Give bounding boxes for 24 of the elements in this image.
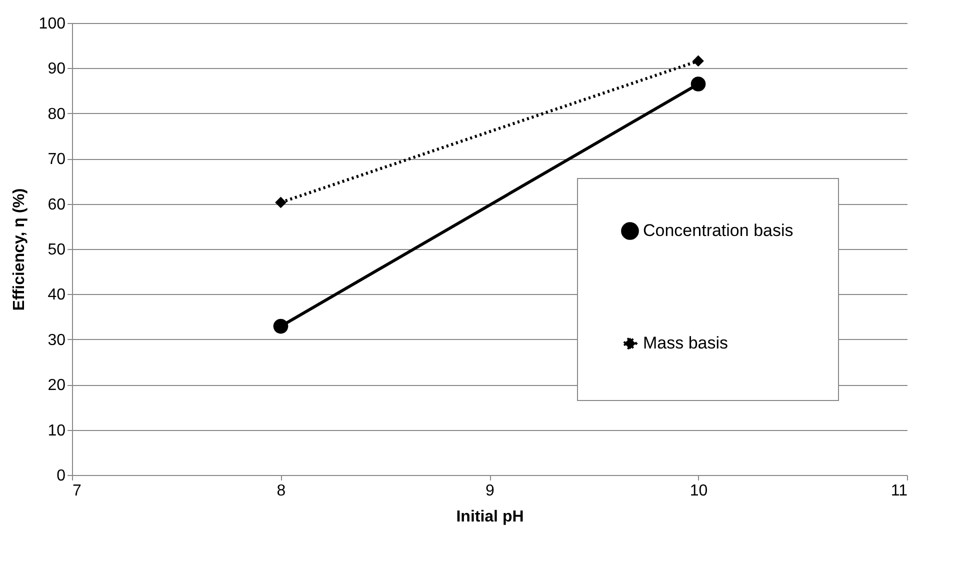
y-tick-label: 20 (48, 377, 66, 394)
x-tick-label: 10 (690, 482, 708, 500)
y-tick-label: 10 (48, 422, 66, 440)
x-tick-label: 9 (486, 482, 495, 500)
y-tick-label: 80 (48, 106, 66, 123)
y-tick-label: 0 (56, 468, 66, 484)
y-axis-title: Efficiency, η (%) (10, 188, 28, 311)
y-tick-label: 60 (48, 196, 66, 214)
y-tick-label: 40 (48, 286, 66, 304)
y-tick-label: 70 (48, 151, 66, 168)
x-tick-label: 11 (890, 482, 908, 500)
point (273, 318, 288, 334)
y-tick-label: 50 (48, 242, 66, 258)
y-tick-label: 100 (38, 16, 66, 32)
x-tick-label: 7 (72, 482, 82, 500)
y-tick-label: 90 (48, 60, 66, 78)
point (692, 55, 704, 67)
legend-label: Mass basis (643, 334, 728, 352)
legend-label: Concentration basis (643, 221, 794, 240)
point (275, 196, 286, 208)
x-axis-title: Initial pH (456, 508, 524, 526)
x-tick-label: 8 (276, 482, 286, 500)
point (690, 76, 706, 92)
y-tick-label: 30 (48, 332, 66, 349)
